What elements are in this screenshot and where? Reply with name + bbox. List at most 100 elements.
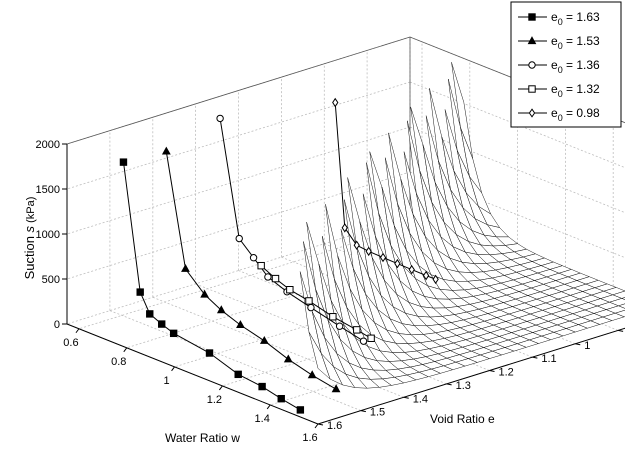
y-tick-mark xyxy=(575,343,581,346)
series-3-point-6 xyxy=(367,334,375,342)
series-1-point-8 xyxy=(331,384,341,393)
series-2-point-5 xyxy=(307,303,315,312)
series-3-point-3 xyxy=(305,297,313,305)
series-2-point-1 xyxy=(235,234,243,243)
series-1 xyxy=(161,146,341,393)
y-axis-label: Void Ratio e xyxy=(430,412,495,426)
surface-cell xyxy=(614,309,625,318)
series-2-point-7 xyxy=(359,337,368,345)
series-2-point-3 xyxy=(264,273,272,281)
series-0-point-0 xyxy=(119,158,128,166)
z-tick-label: 0 xyxy=(54,319,60,331)
x-tick-label: 1.6 xyxy=(302,432,317,444)
series-3 xyxy=(257,261,375,342)
series-4-point-8 xyxy=(432,274,439,285)
y-tick-label: 1 xyxy=(584,340,590,352)
x-tick-label: 0.8 xyxy=(111,356,126,368)
series-2-point-2 xyxy=(249,254,258,262)
series-0-point-1 xyxy=(136,288,144,296)
z-axis-label-variable: s xyxy=(22,225,37,232)
series-1-point-7 xyxy=(307,370,317,379)
y-tick-mark xyxy=(489,370,495,372)
legend-entry-4: e0 = 0.98 xyxy=(518,106,600,123)
z-tick-label: 500 xyxy=(42,274,60,286)
legend-label-3: e0 = 1.32 xyxy=(551,82,600,99)
series-1-point-5 xyxy=(259,335,269,344)
z-tick-label: 1000 xyxy=(36,229,60,241)
y-tick-label: 1.6 xyxy=(327,420,342,432)
series-2-point-6 xyxy=(335,322,344,330)
series-0-point-8 xyxy=(277,394,285,403)
series-3-point-2 xyxy=(286,286,294,294)
y-tick-label: 1.3 xyxy=(456,380,471,392)
legend-marker-2 xyxy=(528,61,536,69)
series-3-point-0 xyxy=(257,261,265,270)
series-4-point-3 xyxy=(365,246,372,257)
x-tick-mark xyxy=(266,404,271,410)
x-tick-mark xyxy=(123,347,128,353)
legend-label-1: e0 = 1.53 xyxy=(551,34,600,51)
legend: e0 = 1.63 e0 = 1.53 e0 = 1.36 e0 = 1.32 e0 =… xyxy=(510,1,622,128)
series-0-point-6 xyxy=(234,370,242,379)
series-4-point-1 xyxy=(341,223,348,233)
series-3-point-4 xyxy=(329,313,337,321)
x-tick-label: 1.2 xyxy=(207,394,222,406)
legend-label-2: e0 = 1.36 xyxy=(551,58,600,75)
series-line-2 xyxy=(219,118,364,342)
series-4 xyxy=(332,97,439,285)
series-4-point-6 xyxy=(408,264,415,275)
suction-surface xyxy=(299,62,625,389)
series-3-point-1 xyxy=(271,274,280,283)
axes: 05001000150020000.60.811.21.41.60.80.911… xyxy=(36,139,625,444)
series-0-point-9 xyxy=(296,406,305,414)
z-axis-label: Suction s (kPa) xyxy=(22,197,37,280)
y-tick-label: 1.5 xyxy=(370,407,385,419)
series-1-point-3 xyxy=(216,305,226,314)
series-1-point-1 xyxy=(181,263,190,272)
y-tick-mark xyxy=(618,329,624,332)
z-axis-label-prefix: Suction xyxy=(22,232,37,279)
y-tick-label: 1.4 xyxy=(413,393,428,405)
legend-marker-1 xyxy=(527,36,537,45)
y-tick-mark xyxy=(403,396,409,399)
y-tick-mark xyxy=(532,356,538,359)
x-tick-mark xyxy=(171,366,175,372)
series-4-point-5 xyxy=(394,258,401,269)
x-axis-label: Water Ratio w xyxy=(165,431,240,445)
series-1-point-6 xyxy=(283,354,293,363)
x-tick-mark xyxy=(75,328,80,334)
legend-label-0: e0 = 1.63 xyxy=(551,10,600,27)
legend-label-4: e0 = 0.98 xyxy=(551,106,600,123)
legend-marker-4 xyxy=(528,108,536,118)
surface-cell xyxy=(617,303,625,309)
legend-marker-0 xyxy=(528,13,536,21)
y-tick-label: 1.2 xyxy=(499,367,514,379)
legend-entry-0: e0 = 1.63 xyxy=(518,10,600,27)
series-line-0 xyxy=(123,162,301,411)
y-tick-label: 1.1 xyxy=(541,353,556,365)
series-0-point-5 xyxy=(205,349,214,357)
series-3-point-5 xyxy=(353,326,361,334)
series-1-point-4 xyxy=(236,320,245,328)
series-0-point-7 xyxy=(258,382,266,391)
series-0 xyxy=(119,158,305,414)
series-4-point-0 xyxy=(332,97,339,108)
z-axis-label-unit: (kPa) xyxy=(25,197,37,226)
series-0-point-2 xyxy=(146,310,154,318)
series-2 xyxy=(216,114,368,345)
series-2-point-0 xyxy=(216,114,224,123)
x-tick-label: 1 xyxy=(164,375,170,387)
series-4-point-2 xyxy=(353,240,360,250)
data-series xyxy=(119,97,439,414)
series-0-point-3 xyxy=(158,320,166,328)
x-axis-line xyxy=(66,323,319,425)
legend-entry-2: e0 = 1.36 xyxy=(518,58,600,75)
surface-cell xyxy=(621,297,625,300)
x-tick-label: 0.6 xyxy=(63,337,78,349)
x-tick-mark xyxy=(314,423,319,429)
series-4-point-7 xyxy=(422,270,430,281)
floor-grid-line-y xyxy=(109,310,362,411)
series-1-point-0 xyxy=(161,146,171,155)
legend-entry-3: e0 = 1.32 xyxy=(518,82,600,99)
